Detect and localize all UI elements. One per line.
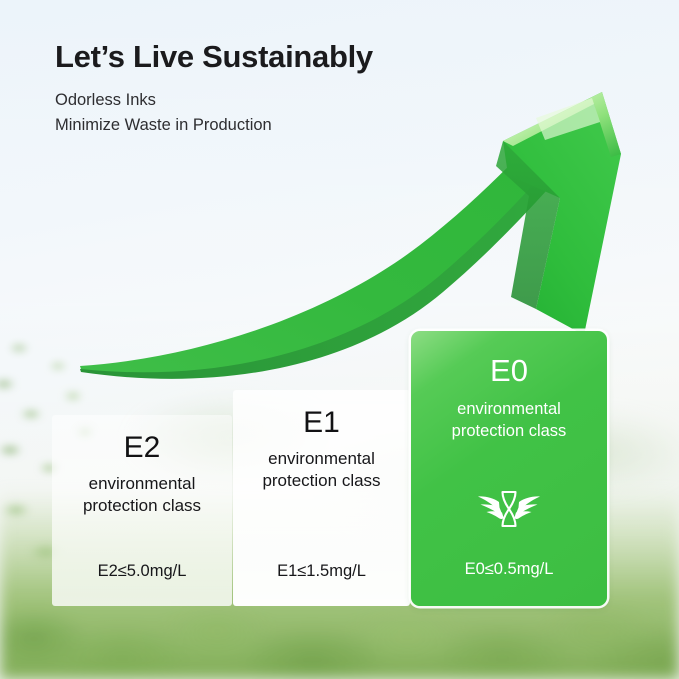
- bar-e0-limit: E0≤0.5mg/L: [464, 560, 554, 578]
- bar-e2-class: environmental protection class: [83, 473, 201, 518]
- winged-hourglass-icon: [478, 490, 540, 528]
- bar-e0-code: E0: [490, 353, 528, 388]
- bar-e2[interactable]: E2 environmental protection class E2≤5.0…: [52, 415, 232, 606]
- bar-e0-class-line-1: environmental: [457, 400, 561, 418]
- subtitle-block: Odorless Inks Minimize Waste in Producti…: [55, 88, 373, 138]
- subtitle-line-2: Minimize Waste in Production: [55, 116, 272, 135]
- bar-e1-code: E1: [303, 406, 340, 439]
- bar-e1[interactable]: E1 environmental protection class E1≤1.5…: [233, 390, 410, 606]
- bar-e0-class: environmental protection class: [452, 399, 567, 443]
- bar-e1-class: environmental protection class: [262, 448, 380, 493]
- bar-e2-class-line-1: environmental: [88, 474, 196, 493]
- page-title: Let’s Live Sustainably: [55, 39, 373, 74]
- heading-block: Let’s Live Sustainably Odorless Inks Min…: [55, 39, 373, 138]
- bar-e1-limit: E1≤1.5mg/L: [277, 562, 366, 580]
- bar-e2-limit: E2≤5.0mg/L: [97, 562, 187, 580]
- bar-e0-class-line-2: protection class: [451, 421, 567, 440]
- bar-e2-class-line-2: protection class: [82, 496, 202, 516]
- bar-e1-class-line-2: protection class: [262, 471, 381, 491]
- bar-e0[interactable]: E0 environmental protection class: [411, 331, 607, 606]
- bar-e2-code: E2: [123, 431, 161, 464]
- subtitle-line-1: Odorless Inks: [55, 91, 156, 110]
- bar-e1-class-line-1: environmental: [268, 449, 375, 468]
